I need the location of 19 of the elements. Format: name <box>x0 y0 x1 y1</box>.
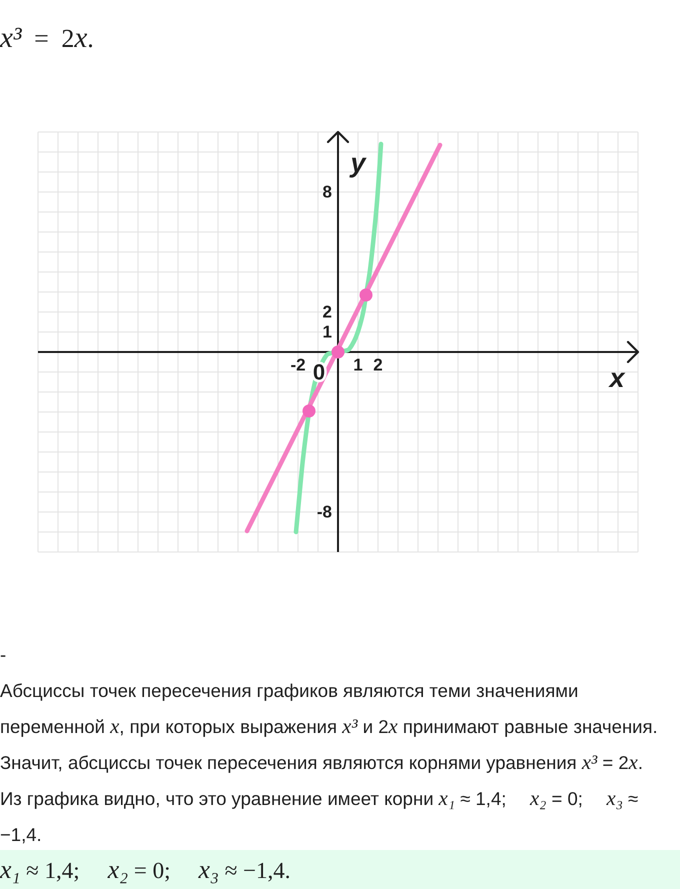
x-tick-label: 1 <box>353 356 363 374</box>
y-axis-title: y <box>348 148 368 178</box>
x-tick-label: 2 <box>373 356 383 374</box>
text: Абсциссы точек пересечения графиков являются теми значениями переменной x, при которых выражения x³ и 2x принимают равные значения. <box>0 680 658 738</box>
y-tick-label: 1 <box>322 322 332 342</box>
point <box>332 346 344 358</box>
text: - <box>0 644 6 665</box>
y-tick-label: 8 <box>322 182 332 202</box>
y-tick-label: -8 <box>316 502 332 522</box>
chart-title: x³ = 2x. <box>0 22 94 54</box>
text: Из графика видно, что это уравнение имеет корни x₁ ≈ 1,4; x₂ = 0; x₃ ≈ −1,4. <box>0 788 638 845</box>
x-axis-title: x <box>607 363 626 393</box>
y-tick-label: 2 <box>322 302 332 322</box>
annotation: 0 <box>312 360 326 384</box>
point <box>360 288 372 302</box>
text: x₁ ≈ 1,4; x₂ = 0; x₃ ≈ −1,4. <box>0 855 291 884</box>
text: Значит, абсциссы точек пересечения являются корнями уравнения x³ = 2x. <box>0 752 643 774</box>
point <box>302 404 316 418</box>
x-tick-label: -2 <box>290 356 306 374</box>
